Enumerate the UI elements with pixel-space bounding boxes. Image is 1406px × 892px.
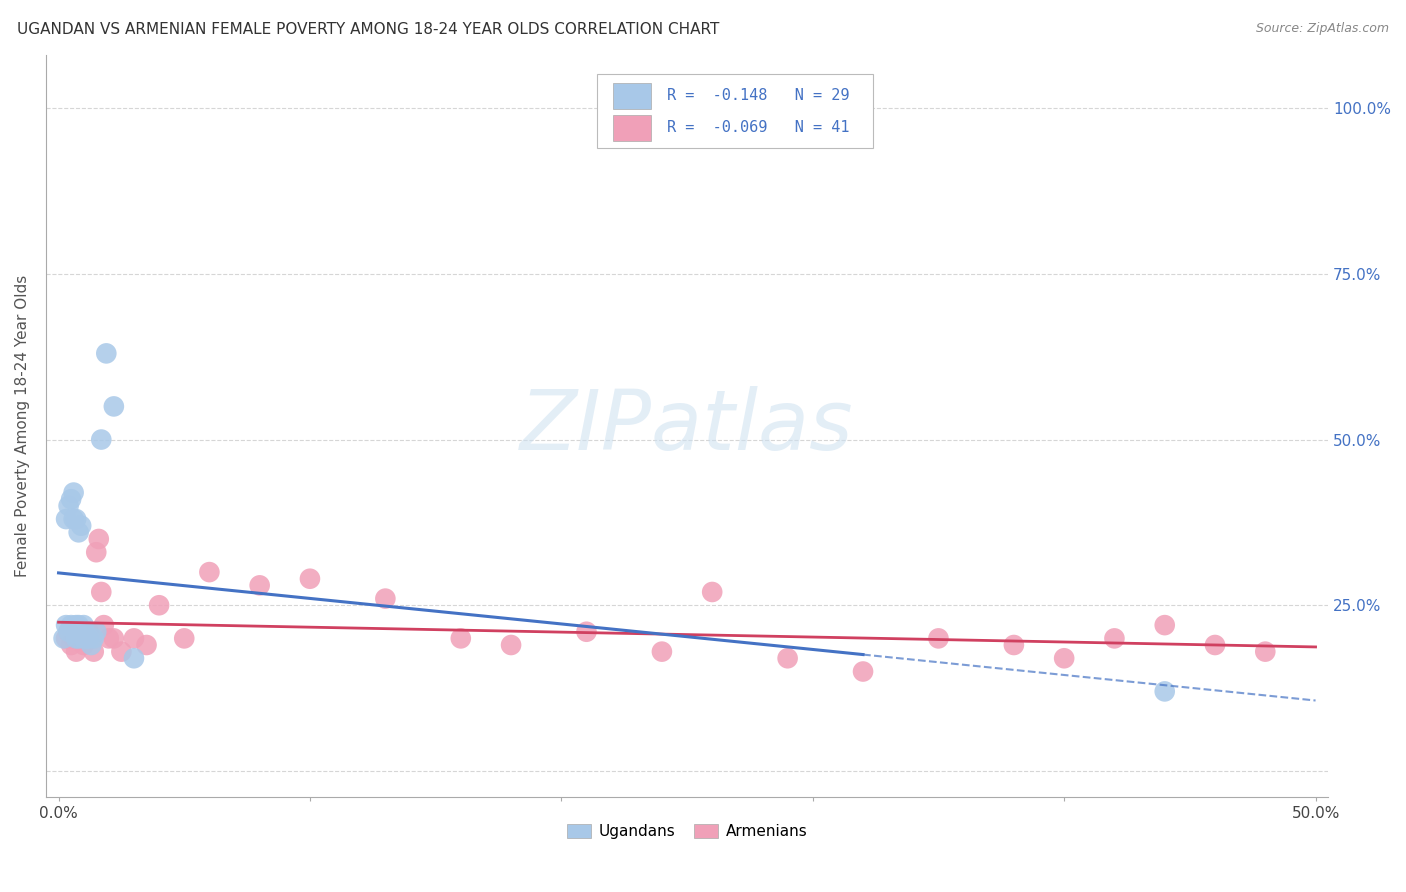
Point	[93, 618, 115, 632]
Point	[60, 618, 83, 632]
Point	[58, 624, 80, 639]
Point	[67, 525, 90, 540]
Point	[374, 591, 396, 606]
Text: R =  -0.148   N = 29: R = -0.148 N = 29	[666, 88, 849, 103]
Point	[499, 638, 522, 652]
Bar	[613, 83, 651, 109]
Point	[83, 632, 105, 646]
Point	[55, 618, 77, 632]
Point	[450, 632, 472, 646]
Point	[67, 618, 90, 632]
Point	[73, 638, 96, 652]
Point	[776, 651, 799, 665]
Point	[852, 665, 875, 679]
Point	[103, 632, 125, 646]
Point	[62, 632, 84, 646]
Point	[65, 632, 87, 646]
Point	[62, 485, 84, 500]
Point	[651, 645, 673, 659]
Point	[927, 632, 949, 646]
Point	[75, 632, 97, 646]
Text: ZIPatlas: ZIPatlas	[520, 386, 853, 467]
Point	[198, 565, 221, 579]
Point	[77, 624, 100, 639]
Point	[67, 632, 90, 646]
Point	[55, 512, 77, 526]
Point	[73, 618, 96, 632]
FancyBboxPatch shape	[598, 74, 873, 148]
Point	[70, 624, 93, 639]
Point	[1204, 638, 1226, 652]
Point	[65, 512, 87, 526]
Point	[1153, 618, 1175, 632]
Point	[60, 492, 83, 507]
Point	[70, 518, 93, 533]
Point	[122, 632, 145, 646]
Point	[1002, 638, 1025, 652]
Point	[148, 599, 170, 613]
Point	[298, 572, 321, 586]
Point	[65, 645, 87, 659]
Point	[103, 400, 125, 414]
Point	[135, 638, 157, 652]
Bar	[613, 115, 651, 141]
Legend: Ugandans, Armenians: Ugandans, Armenians	[561, 818, 814, 846]
Point	[73, 632, 96, 646]
Point	[90, 433, 112, 447]
Point	[83, 645, 105, 659]
Text: UGANDAN VS ARMENIAN FEMALE POVERTY AMONG 18-24 YEAR OLDS CORRELATION CHART: UGANDAN VS ARMENIAN FEMALE POVERTY AMONG…	[17, 22, 720, 37]
Point	[173, 632, 195, 646]
Point	[249, 578, 271, 592]
Point	[80, 632, 103, 646]
Point	[96, 346, 118, 360]
Point	[90, 585, 112, 599]
Point	[52, 632, 75, 646]
Point	[87, 532, 110, 546]
Point	[80, 638, 103, 652]
Point	[110, 645, 132, 659]
Point	[702, 585, 724, 599]
Point	[97, 632, 120, 646]
Point	[65, 618, 87, 632]
Point	[77, 632, 100, 646]
Point	[58, 624, 80, 639]
Point	[60, 638, 83, 652]
Point	[84, 624, 107, 639]
Point	[67, 632, 90, 646]
Point	[84, 545, 107, 559]
Point	[70, 632, 93, 646]
Point	[122, 651, 145, 665]
Point	[58, 499, 80, 513]
Y-axis label: Female Poverty Among 18-24 Year Olds: Female Poverty Among 18-24 Year Olds	[15, 275, 30, 577]
Point	[1153, 684, 1175, 698]
Point	[75, 632, 97, 646]
Point	[55, 632, 77, 646]
Point	[1053, 651, 1076, 665]
Point	[575, 624, 598, 639]
Text: Source: ZipAtlas.com: Source: ZipAtlas.com	[1256, 22, 1389, 36]
Text: R =  -0.069   N = 41: R = -0.069 N = 41	[666, 120, 849, 136]
Point	[62, 512, 84, 526]
Point	[1104, 632, 1126, 646]
Point	[1254, 645, 1277, 659]
